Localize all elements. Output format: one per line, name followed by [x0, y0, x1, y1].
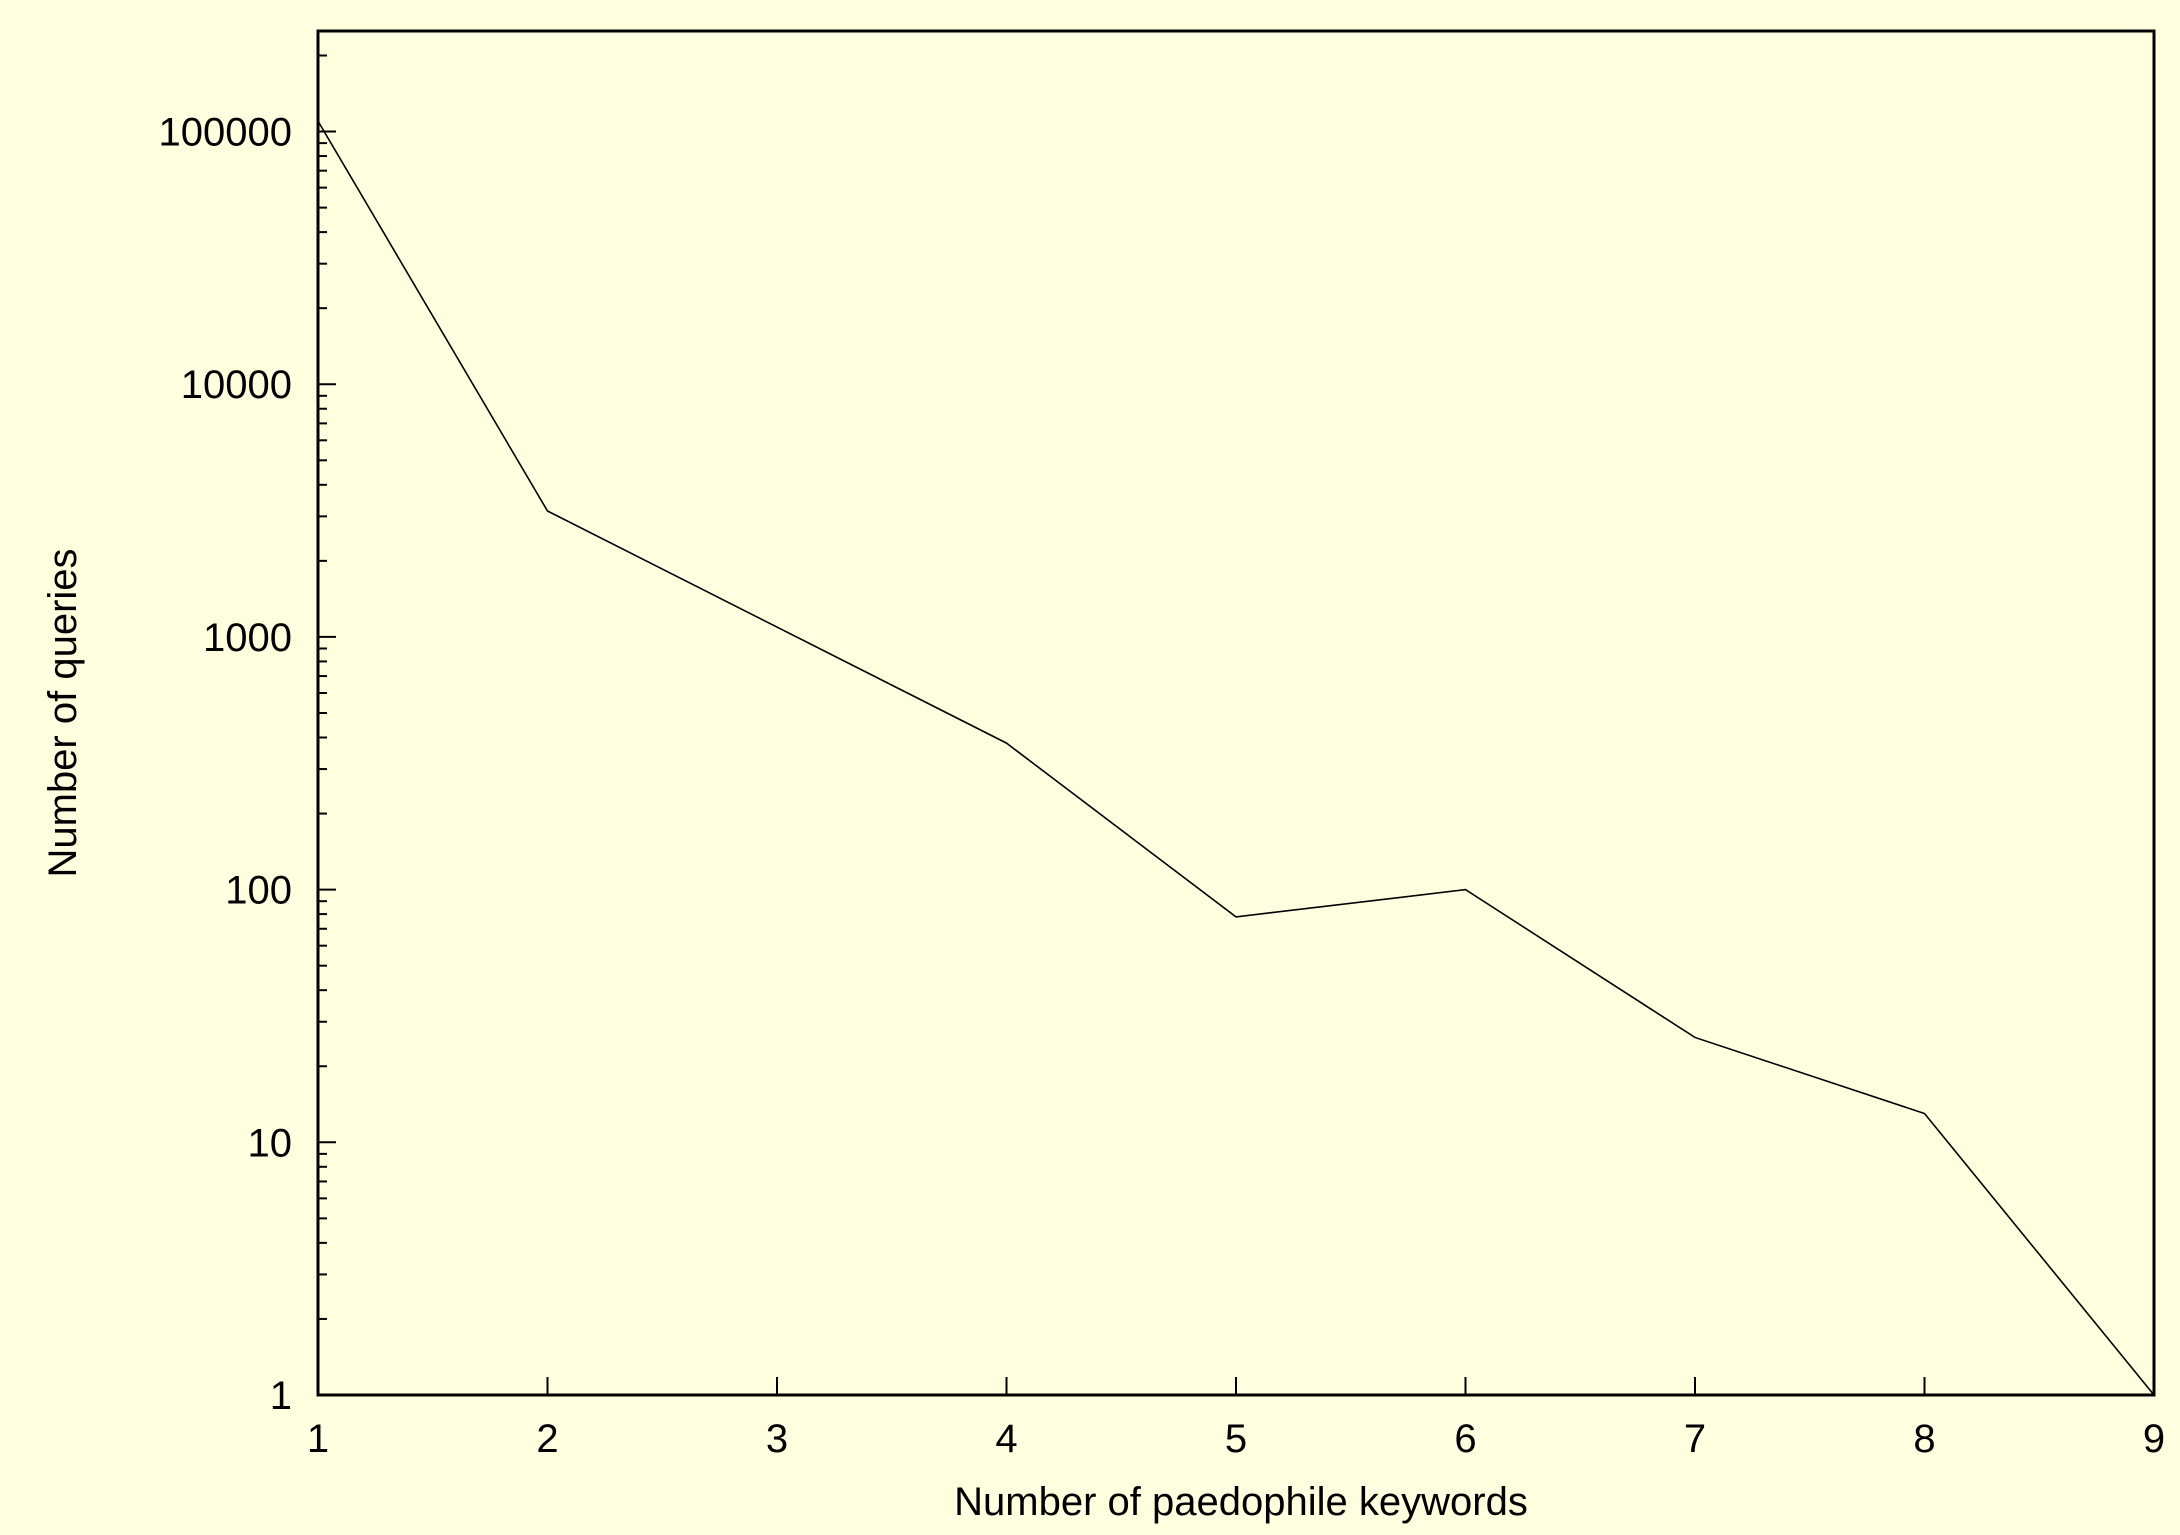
labels-layer: 1 2 3 4 5 6 7 8 9 1 10 100 1000 10000 100000 — [159, 111, 2166, 1461]
x-tick-label: 1 — [307, 1417, 329, 1461]
ticks-layer — [318, 55, 2154, 1395]
x-tick-label: 9 — [2143, 1417, 2165, 1461]
x-tick-label: 5 — [1225, 1417, 1247, 1461]
x-axis-label: Number of paedophile keywords — [954, 1480, 1528, 1524]
series-layer — [318, 121, 2154, 1395]
x-tick-label: 3 — [766, 1417, 788, 1461]
y-tick-label: 1 — [270, 1374, 292, 1418]
x-tick-label: 6 — [1454, 1417, 1476, 1461]
x-tick-label: 7 — [1684, 1417, 1706, 1461]
y-tick-label: 10000 — [181, 363, 292, 407]
plot-frame — [318, 31, 2154, 1395]
y-tick-label: 1000 — [203, 616, 292, 660]
x-tick-label: 8 — [1913, 1417, 1935, 1461]
x-tick-label: 4 — [995, 1417, 1017, 1461]
series-line — [318, 121, 2154, 1395]
y-tick-label: 100 — [225, 869, 292, 913]
y-axis-label: Number of queries — [41, 548, 85, 877]
y-tick-label: 100000 — [159, 111, 292, 155]
x-tick-label: 2 — [536, 1417, 558, 1461]
y-tick-label: 10 — [248, 1121, 293, 1165]
